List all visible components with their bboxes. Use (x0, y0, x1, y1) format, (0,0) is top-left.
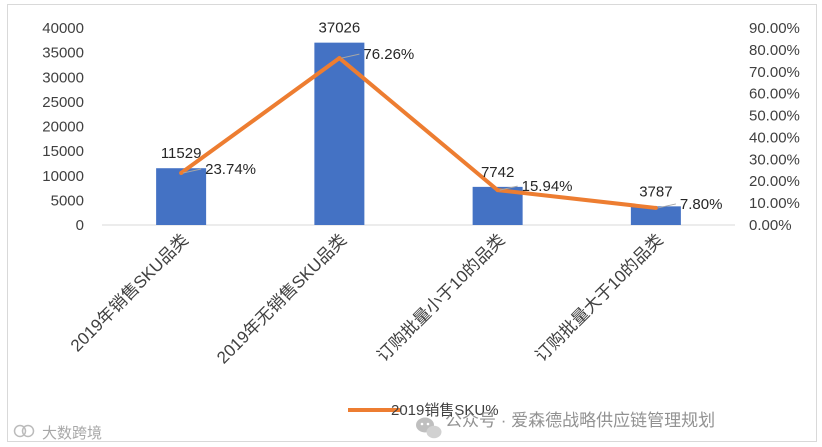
line-value-label: 23.74% (205, 161, 256, 178)
line-data-labels: 23.74% 76.26% 15.94% 7.80% (183, 46, 722, 213)
bar-data-labels: 11529 37026 7742 3787 (161, 20, 673, 201)
right-tick-label: 20.00% (749, 173, 800, 190)
combo-chart: 0 5000 10000 15000 20000 25000 30000 35000 40000… (13, 20, 800, 442)
line-value-label: 76.26% (363, 46, 414, 63)
corner-logo-icon (13, 424, 35, 438)
right-tick-label: 10.00% (749, 195, 800, 212)
left-tick-label: 35000 (42, 45, 84, 62)
left-tick-label: 0 (76, 217, 84, 234)
legend-label: 2019销售SKU% (391, 402, 499, 419)
leader-line (657, 203, 676, 209)
line-point (653, 205, 658, 210)
bar-value-label: 37026 (319, 20, 361, 37)
chart-frame: 0 5000 10000 15000 20000 25000 30000 35000 40000… (7, 4, 817, 442)
watermark-text: 公众号 · 爱森德战略供应链管理规划 (445, 411, 715, 430)
bar-value-label: 11529 (161, 145, 202, 162)
bar-value-label: 3787 (639, 183, 672, 200)
right-tick-label: 30.00% (749, 151, 800, 168)
line-point (495, 188, 500, 193)
left-axis: 0 5000 10000 15000 20000 25000 30000 35000 40000 (42, 20, 84, 234)
series-line (179, 56, 657, 210)
watermark: 公众号 · 爱森德战略供应链管理规划 大数跨境 (13, 411, 715, 442)
left-tick-label: 20000 (42, 119, 84, 136)
right-tick-label: 70.00% (749, 64, 800, 81)
leader-line (341, 53, 360, 59)
legend: 2019销售SKU% (348, 402, 499, 419)
right-tick-label: 90.00% (749, 20, 800, 37)
category-labels: 2019年销售SKU品类 2019年无销售SKU品类 订购批量小于10的品类 订购批量… (67, 230, 667, 367)
line-value-label: 7.80% (680, 196, 723, 213)
bar-value-label: 7742 (481, 164, 514, 181)
bar (630, 206, 681, 225)
left-tick-label: 40000 (42, 20, 84, 37)
category-label: 2019年销售SKU品类 (67, 230, 192, 355)
corner-watermark-text: 大数跨境 (42, 424, 102, 442)
leader-line (183, 168, 202, 174)
category-label: 2019年无销售SKU品类 (213, 230, 350, 367)
line-series (179, 56, 658, 210)
right-tick-label: 40.00% (749, 129, 800, 146)
category-label: 订购批量大于10的品类 (532, 230, 667, 365)
line-point (179, 171, 184, 176)
left-tick-label: 10000 (42, 168, 84, 185)
right-tick-label: 0.00% (749, 217, 792, 234)
right-tick-label: 80.00% (749, 42, 800, 59)
bar (156, 168, 207, 225)
left-tick-label: 5000 (51, 192, 84, 209)
category-label: 订购批量小于10的品类 (373, 230, 508, 365)
left-tick-label: 30000 (42, 69, 84, 86)
left-tick-label: 25000 (42, 94, 84, 111)
leader-line (499, 185, 518, 191)
right-tick-label: 50.00% (749, 108, 800, 125)
right-axis: 0.00% 10.00% 20.00% 30.00% 40.00% 50.00% 60.00… (749, 20, 800, 234)
right-tick-label: 60.00% (749, 86, 800, 103)
line-value-label: 15.94% (522, 178, 573, 195)
left-tick-label: 15000 (42, 143, 84, 160)
wechat-icon (416, 417, 442, 439)
line-point (337, 56, 342, 61)
